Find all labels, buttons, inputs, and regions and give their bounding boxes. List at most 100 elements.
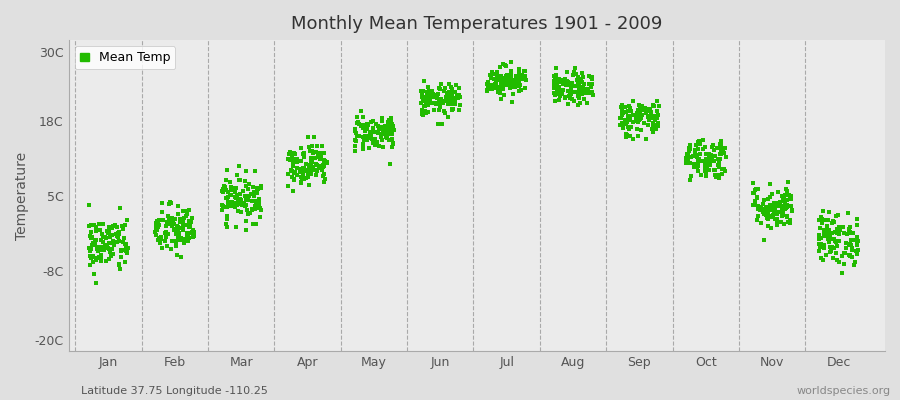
Point	[294, 174, 309, 180]
Point	[176, 216, 190, 222]
Point	[448, 88, 463, 95]
Point	[305, 142, 320, 149]
Point	[751, 205, 765, 212]
Point	[581, 81, 596, 87]
Point	[821, 236, 835, 242]
Point	[556, 87, 571, 93]
Point	[105, 225, 120, 231]
Point	[308, 166, 322, 173]
Point	[168, 216, 183, 223]
Point	[650, 108, 664, 114]
Point	[221, 202, 236, 208]
Point	[291, 172, 305, 179]
Point	[504, 99, 518, 105]
Point	[711, 172, 725, 178]
Point	[482, 83, 496, 89]
Point	[177, 236, 192, 242]
Point	[235, 200, 249, 206]
Point	[422, 95, 436, 101]
Point	[148, 224, 163, 230]
Point	[622, 125, 636, 132]
Point	[626, 98, 641, 104]
Point	[584, 81, 598, 88]
Point	[369, 139, 383, 145]
Point	[838, 250, 852, 256]
Point	[643, 112, 657, 119]
Point	[296, 171, 310, 177]
Point	[565, 96, 580, 102]
Point	[149, 220, 164, 226]
Point	[223, 186, 238, 193]
Point	[772, 199, 787, 206]
Point	[173, 236, 187, 242]
Point	[550, 84, 564, 90]
Point	[302, 144, 316, 150]
Point	[770, 222, 784, 228]
Point	[570, 77, 584, 84]
Point	[311, 164, 326, 171]
Point	[381, 119, 395, 126]
Point	[435, 121, 449, 127]
Point	[634, 127, 648, 133]
Point	[639, 109, 653, 116]
Point	[163, 199, 177, 206]
Point	[715, 171, 729, 177]
Point	[830, 226, 844, 232]
Point	[489, 77, 503, 83]
Point	[620, 119, 634, 126]
Point	[816, 257, 831, 263]
Point	[645, 122, 660, 128]
Point	[356, 124, 371, 130]
Point	[826, 218, 841, 224]
Point	[176, 227, 190, 233]
Point	[702, 155, 716, 161]
Point	[441, 80, 455, 87]
Point	[716, 166, 731, 173]
Point	[301, 134, 315, 141]
Point	[173, 237, 187, 244]
Point	[180, 238, 194, 244]
Point	[185, 215, 200, 221]
Point	[638, 110, 652, 117]
Point	[850, 237, 864, 244]
Point	[360, 135, 374, 142]
Point	[575, 84, 590, 90]
Point	[348, 130, 363, 137]
Point	[453, 94, 467, 100]
Point	[554, 91, 569, 98]
Point	[241, 180, 256, 187]
Point	[372, 125, 386, 132]
Point	[303, 160, 318, 166]
Point	[382, 122, 396, 128]
Point	[306, 150, 320, 156]
Point	[305, 148, 320, 154]
Point	[104, 252, 118, 259]
Point	[651, 122, 665, 129]
Point	[242, 192, 256, 199]
Point	[173, 225, 187, 232]
Point	[484, 86, 499, 92]
Point	[775, 212, 789, 219]
Point	[748, 202, 762, 208]
Point	[418, 110, 433, 116]
Point	[710, 161, 724, 168]
Point	[84, 234, 98, 241]
Point	[320, 159, 334, 165]
Point	[546, 78, 561, 84]
Point	[445, 100, 459, 107]
Point	[241, 194, 256, 200]
Point	[762, 204, 777, 210]
Point	[286, 159, 301, 165]
Point	[480, 81, 494, 88]
Point	[765, 203, 779, 210]
Point	[151, 235, 166, 241]
Point	[384, 131, 399, 138]
Point	[286, 156, 301, 162]
Point	[237, 200, 251, 206]
Point	[316, 164, 330, 171]
Point	[812, 240, 826, 247]
Point	[501, 79, 516, 85]
Point	[83, 248, 97, 254]
Point	[839, 240, 853, 246]
Point	[495, 86, 509, 92]
